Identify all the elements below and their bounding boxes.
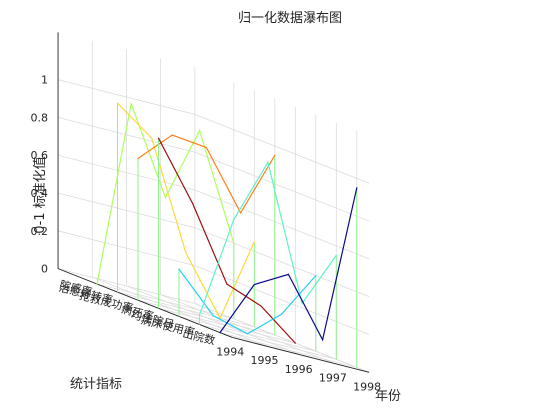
- floor-grid-y-2: [137, 299, 275, 336]
- series-3-point-2: [226, 283, 228, 285]
- series-2-point-4: [274, 154, 276, 157]
- series-0: [96, 101, 235, 319]
- series-6-point-0: [219, 332, 221, 334]
- z-tick-label-4: 0.8: [31, 111, 49, 124]
- y-axis-line: [57, 268, 233, 338]
- x-axis-line: [232, 337, 370, 373]
- side-wall-grid-z-2: [194, 227, 370, 298]
- x-tick-label-1: 1995: [251, 354, 279, 367]
- z-tick-label-0: 0: [41, 263, 48, 276]
- series-0-point-4: [233, 242, 235, 244]
- x-tick-label-3: 1997: [319, 372, 347, 385]
- series-5-point-4: [335, 254, 337, 256]
- z-axis-label: 0-1 标准化值: [32, 156, 48, 233]
- floor-grid-x-3: [160, 294, 336, 364]
- series-6-point-2: [287, 273, 289, 275]
- series-1-point-2: [185, 252, 187, 254]
- axis-labels: 00.20.40.60.8119941995199619971998院感率治愈好…: [31, 11, 401, 404]
- series-0-point-3: [199, 129, 201, 132]
- series-0-point-0: [96, 283, 98, 285]
- series-4-point-1: [212, 315, 214, 317]
- series-6: [219, 187, 358, 368]
- series-3-point-0: [157, 137, 160, 139]
- x-axis-label: 年份: [375, 389, 401, 404]
- series-4-point-2: [246, 333, 248, 335]
- z-tick-label-2: 0.4: [31, 187, 49, 200]
- floor-grid-y-6: [219, 332, 357, 368]
- series-0-point-2: [164, 196, 166, 199]
- axes-grid: [57, 32, 370, 373]
- series-3-point-3: [260, 305, 262, 307]
- series-4-point-4: [315, 275, 317, 277]
- series-4-point-3: [281, 313, 283, 315]
- series-1-point-4: [253, 241, 255, 243]
- series-2-point-2: [205, 146, 207, 149]
- z-tick-label-5: 1: [41, 74, 48, 87]
- series-6-point-4: [356, 187, 358, 189]
- series-6-point-3: [322, 339, 324, 341]
- series-4: [178, 268, 317, 352]
- chart-title: 归一化数据瀑布图: [238, 11, 342, 26]
- side-wall-grid-z-4: [194, 151, 370, 222]
- y-axis-label: 统计指标: [70, 377, 122, 392]
- series-5-point-0: [198, 314, 201, 316]
- series-6-point-1: [253, 284, 255, 286]
- x-tick-label-0: 1994: [216, 345, 244, 358]
- side-wall-grid-z-5: [194, 114, 370, 184]
- series-0-point-1: [130, 103, 132, 105]
- series-1-point-0: [116, 102, 119, 104]
- floor-grid-y-1: [117, 291, 255, 328]
- z-tick-label-1: 0.2: [31, 225, 49, 238]
- floor-grid-x-2: [126, 285, 301, 356]
- series-group: [96, 101, 358, 368]
- series-3-point-4: [294, 342, 296, 344]
- series-3-point-1: [192, 203, 194, 205]
- x-tick-label-2: 1996: [285, 363, 313, 376]
- series-2-point-0: [137, 157, 139, 160]
- series-3: [157, 137, 296, 344]
- side-wall-grid-z-3: [194, 189, 370, 260]
- x-tick-label-4: 1998: [353, 380, 381, 393]
- side-wall-grid-z-0: [194, 303, 370, 373]
- series-2-point-1: [171, 134, 173, 136]
- series-1-point-1: [151, 137, 153, 139]
- floor-grid-y-3: [158, 307, 296, 344]
- series-5-point-3: [301, 302, 303, 304]
- series-5-point-2: [267, 161, 269, 163]
- series-4-point-0: [178, 268, 180, 270]
- series-5-point-1: [233, 219, 235, 221]
- z-tick-label-3: 0.6: [31, 149, 49, 162]
- series-5: [198, 160, 337, 360]
- series-2-point-3: [240, 212, 242, 214]
